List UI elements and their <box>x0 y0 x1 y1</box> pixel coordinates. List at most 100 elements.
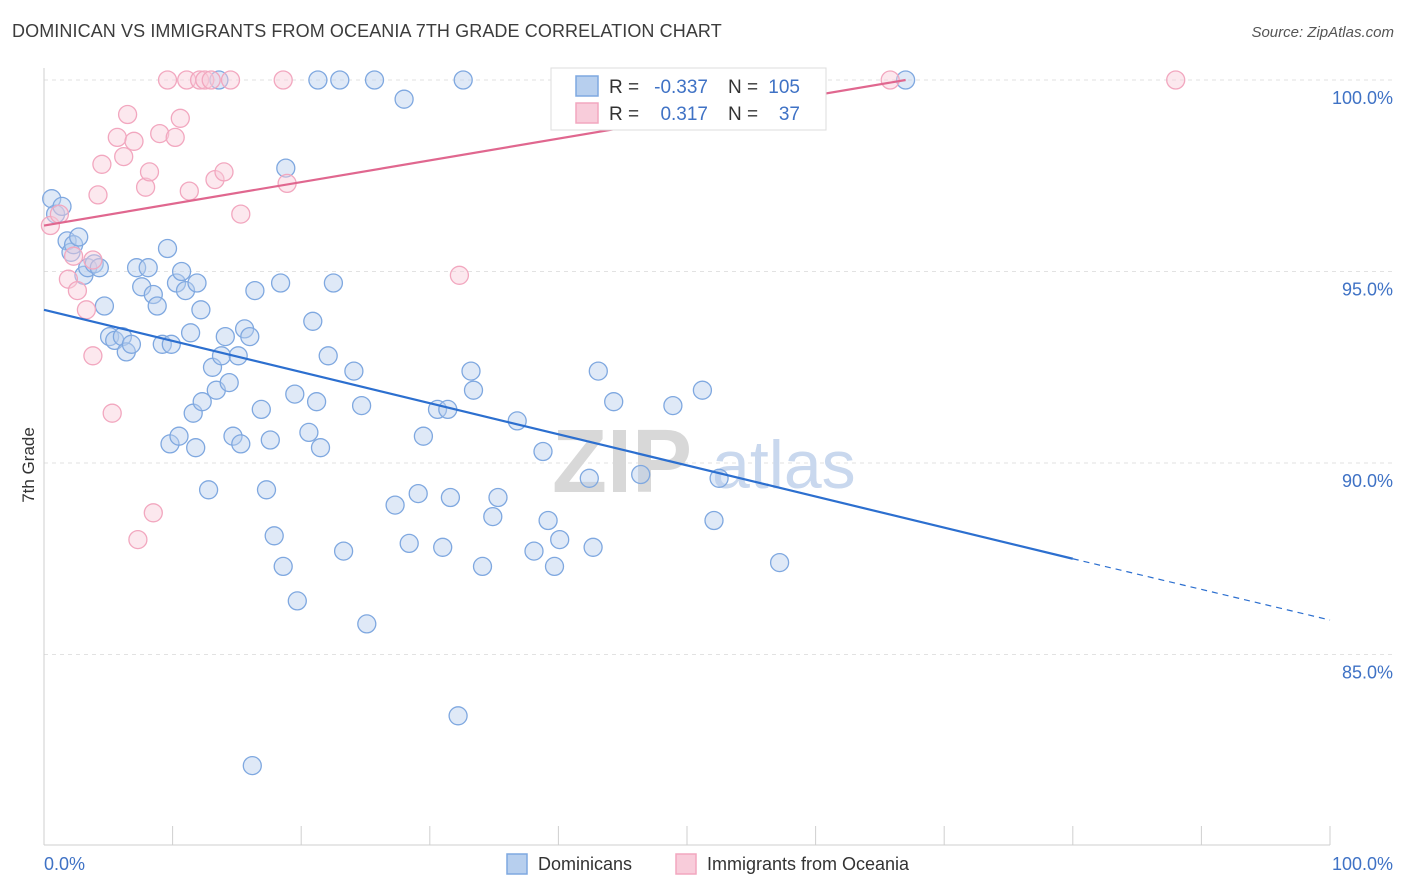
dominicans-point-97 <box>704 510 724 531</box>
oceania-point-14 <box>124 131 144 151</box>
legend-n-label-2: N = <box>728 104 758 125</box>
y-axis-label: 7th Grade <box>19 427 38 503</box>
oceania-point-4 <box>67 280 88 301</box>
legend-r-label-2: R = <box>609 104 639 125</box>
dominicans-point-77 <box>448 706 468 726</box>
oceania-point-36 <box>1166 70 1186 90</box>
dominicans-point-18 <box>132 277 152 297</box>
dominicans-trend-extension <box>1072 558 1331 621</box>
dominicans-point-2 <box>52 196 72 217</box>
dominicans-point-51 <box>264 526 284 546</box>
dominicans-point-89 <box>550 529 570 550</box>
y-tick-label-95: 95.0% <box>1342 280 1393 300</box>
dominicans-point-86 <box>533 441 553 462</box>
dominicans-point-35 <box>192 392 212 412</box>
x-tick-label-0: 0.0% <box>44 854 85 874</box>
dominicans-point-85 <box>524 541 544 561</box>
dominicans-point-60 <box>310 438 331 458</box>
y-tick-label-90: 90.0% <box>1342 471 1393 491</box>
dominicans-point-62 <box>323 273 344 293</box>
dominicans-point-72 <box>413 426 434 446</box>
dominicans-point-23 <box>157 238 178 259</box>
dominicans-point-80 <box>463 380 484 400</box>
dominicans-point-47 <box>245 280 265 301</box>
oceania-point-31 <box>231 204 251 224</box>
dominicans-point-29 <box>187 273 207 293</box>
dominicans-point-26 <box>171 261 192 282</box>
oceania-point-18 <box>143 503 163 523</box>
dominicans-point-41 <box>219 372 239 393</box>
dominicans-point-19 <box>138 258 158 278</box>
dominicans-point-40 <box>215 326 235 347</box>
oceania-point-17 <box>139 162 160 182</box>
dominicans-point-64 <box>344 361 364 381</box>
legend-r-value-1: -0.337 <box>654 77 708 98</box>
y-tick-label-85: 85.0% <box>1342 663 1393 683</box>
dominicans-point-96 <box>692 380 713 400</box>
bottom-legend: Dominicans Immigrants from Oceania <box>506 853 910 875</box>
watermark-atlas: atlas <box>712 427 856 503</box>
dominicans-point-63 <box>333 541 354 561</box>
dominicans-point-46 <box>240 326 260 347</box>
dominicans-point-102 <box>242 755 262 776</box>
dominicans-point-67 <box>364 70 385 90</box>
data-points <box>40 70 1186 776</box>
dominicans-point-49 <box>256 480 277 500</box>
dominicans-point-42 <box>223 426 243 446</box>
dominicans-point-87 <box>538 510 558 531</box>
dominicans-point-69 <box>394 89 414 109</box>
dominicans-point-50 <box>260 430 280 450</box>
oceania-point-15 <box>128 529 148 550</box>
dominicans-point-71 <box>408 483 428 504</box>
oceania-point-3 <box>63 246 84 266</box>
dominicans-point-16 <box>121 334 142 354</box>
dominicans-point-83 <box>488 487 508 508</box>
y-tick-labels: 85.0% 90.0% 95.0% 100.0% <box>1332 88 1393 683</box>
dominicans-point-39 <box>211 346 232 366</box>
legend-r-label-1: R = <box>609 77 639 98</box>
dominicans-point-79 <box>461 361 481 381</box>
dominicans-point-28 <box>180 323 201 343</box>
dominicans-point-55 <box>285 384 305 404</box>
bottom-legend-dominicans: Dominicans <box>538 854 632 874</box>
oceania-point-29 <box>214 162 234 182</box>
oceania-point-6 <box>83 250 103 270</box>
dominicans-point-94 <box>631 464 651 485</box>
bottom-legend-oceania: Immigrants from Oceania <box>707 854 910 874</box>
dominicans-point-57 <box>299 422 319 443</box>
dominicans-point-36 <box>198 480 219 500</box>
oceania-point-27 <box>201 70 221 90</box>
oceania-point-30 <box>220 70 241 90</box>
y-tick-label-100: 100.0% <box>1332 88 1393 108</box>
dominicans-point-20 <box>143 284 163 305</box>
dominicans-point-11 <box>94 296 115 316</box>
oceania-point-26 <box>195 70 215 90</box>
dominicans-point-10 <box>89 258 109 278</box>
oceania-point-12 <box>114 146 134 167</box>
dominicans-point-101 <box>308 70 328 90</box>
dominicans-point-78 <box>453 70 473 90</box>
legend-n-label-1: N = <box>728 77 758 98</box>
dominicans-point-82 <box>483 506 503 527</box>
dominicans-point-90 <box>579 468 599 488</box>
legend-n-value-2: 37 <box>779 104 800 125</box>
oceania-point-7 <box>83 346 103 366</box>
dominicans-point-54 <box>273 556 293 577</box>
dominicans-point-99 <box>769 552 790 573</box>
dominicans-point-61 <box>318 346 338 366</box>
bottom-legend-swatch-dominicans <box>506 853 528 875</box>
dominicans-point-100 <box>330 70 350 90</box>
oceania-point-5 <box>76 300 97 320</box>
dominicans-point-92 <box>588 361 608 381</box>
dominicans-point-30 <box>191 300 211 320</box>
legend-r-value-2: 0.317 <box>660 104 708 125</box>
legend-n-value-1: 105 <box>768 77 800 98</box>
dominicans-point-65 <box>351 395 372 416</box>
oceania-point-13 <box>117 104 138 125</box>
dominicans-point-84 <box>507 411 527 431</box>
oceania-point-1 <box>49 204 70 224</box>
oceania-point-8 <box>88 185 108 205</box>
dominicans-point-34 <box>186 438 206 458</box>
oceania-point-9 <box>92 154 112 174</box>
